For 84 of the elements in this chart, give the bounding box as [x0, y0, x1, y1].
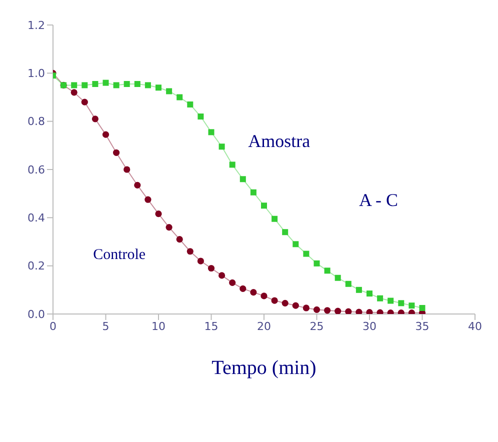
y-tick-label: 0.2: [28, 260, 45, 273]
point: [176, 236, 183, 243]
point: [81, 98, 88, 106]
point: [208, 129, 214, 136]
point: [377, 295, 384, 302]
point: [250, 189, 256, 196]
point: [282, 229, 288, 236]
point: [356, 286, 362, 293]
x-tick-label: 15: [204, 320, 218, 333]
point: [366, 290, 372, 297]
point: [376, 309, 384, 314]
point: [250, 289, 257, 296]
point: [229, 279, 236, 286]
point: [124, 81, 130, 88]
point: [324, 307, 331, 314]
point: [398, 300, 404, 306]
point: [134, 81, 140, 88]
point: [302, 304, 310, 312]
point: [134, 182, 141, 188]
point: [388, 298, 394, 304]
x-tick-label: 30: [362, 320, 376, 333]
point: [408, 302, 415, 309]
point: [144, 196, 152, 203]
point: [261, 202, 267, 209]
point: [292, 241, 299, 248]
point: [313, 306, 320, 313]
point: [260, 292, 268, 300]
point: [324, 268, 330, 274]
point: [197, 258, 204, 264]
point: [155, 210, 162, 218]
series-label: Controle: [93, 246, 146, 264]
y-tick-label: 0.6: [28, 163, 45, 176]
x-tick-label: 25: [310, 320, 324, 333]
annotation: A - C: [358, 190, 398, 211]
point: [92, 116, 98, 122]
y-tick-label: 0.8: [28, 115, 45, 128]
point: [240, 285, 246, 292]
point: [113, 149, 120, 156]
point: [144, 82, 151, 88]
point: [113, 82, 120, 88]
x-tick-label: 35: [415, 320, 430, 333]
point: [345, 308, 352, 314]
point: [156, 84, 162, 91]
point: [271, 297, 278, 304]
point: [366, 309, 373, 314]
x-tick-label: 40: [468, 320, 482, 333]
point: [314, 260, 320, 266]
x-tick-label: 0: [50, 320, 56, 333]
point: [303, 250, 310, 257]
point: [102, 80, 109, 86]
y-tick-label: 0.0: [28, 308, 45, 321]
point: [218, 144, 225, 150]
point: [102, 131, 110, 138]
point: [334, 274, 341, 281]
point: [92, 81, 98, 88]
point: [198, 114, 204, 120]
point: [82, 82, 88, 88]
y-tick-label: 1.0: [28, 67, 45, 80]
y-tick-label: 0.4: [28, 212, 45, 225]
point: [356, 308, 362, 314]
point: [186, 248, 194, 255]
point: [166, 224, 172, 231]
point: [229, 162, 236, 168]
series-label: Amostra: [248, 131, 310, 152]
point: [70, 89, 78, 96]
point: [218, 272, 226, 279]
x-tick-label: 10: [152, 320, 166, 333]
point: [282, 300, 288, 306]
x-axis-title: Tempo (min): [212, 357, 316, 379]
point: [124, 166, 130, 173]
point: [240, 176, 246, 182]
point: [176, 94, 183, 100]
point: [334, 308, 342, 314]
point: [419, 304, 426, 311]
point: [71, 82, 78, 88]
point: [187, 101, 194, 108]
y-tick-label: 1.2: [28, 18, 45, 32]
point: [166, 88, 172, 94]
x-tick-label: 20: [257, 320, 271, 333]
point: [292, 302, 299, 309]
x-tick-label: 5: [102, 320, 110, 333]
point: [208, 264, 215, 272]
point: [345, 280, 352, 287]
point: [272, 216, 278, 222]
